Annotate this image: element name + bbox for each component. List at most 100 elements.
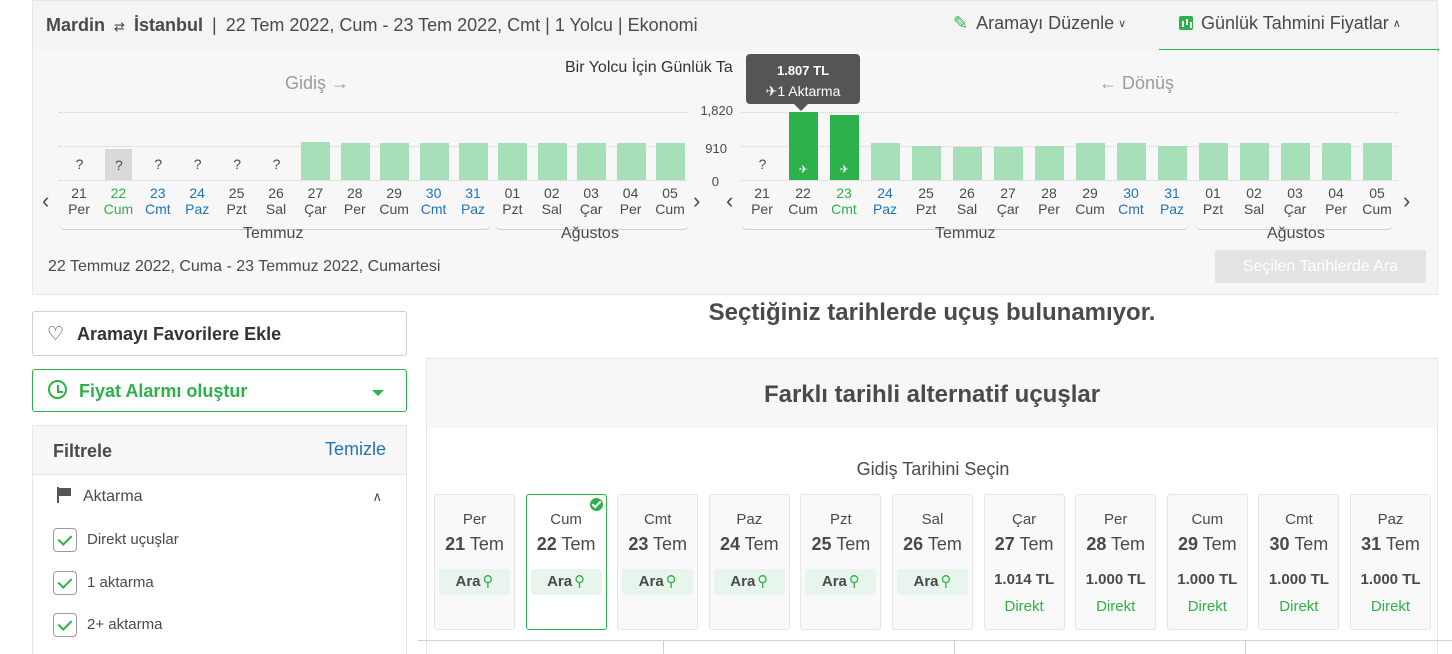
filter-two-plus-stops[interactable]: 2+ aktarma: [53, 613, 162, 637]
calendar-day[interactable]: 26 Sal: [947, 185, 987, 217]
calendar-day[interactable]: 30 Cmt: [414, 185, 454, 217]
calendar-day[interactable]: 23 Cmt: [138, 185, 178, 217]
calendar-day[interactable]: 29 Cum: [374, 185, 414, 217]
price-unknown-mark[interactable]: ?: [105, 149, 133, 180]
filter-one-stop[interactable]: 1 aktarma: [53, 571, 154, 595]
calendar-day[interactable]: 04 Per: [1316, 185, 1356, 217]
price-bar[interactable]: [616, 143, 646, 180]
price-bar[interactable]: [1158, 146, 1187, 180]
calendar-day[interactable]: 24 Paz: [177, 185, 217, 217]
price-bar[interactable]: [912, 146, 941, 180]
return-next-arrow[interactable]: ›: [1403, 188, 1411, 213]
card-search-button[interactable]: Ara ⚲: [713, 569, 785, 595]
calendar-day[interactable]: 26 Sal: [256, 185, 296, 217]
calendar-day[interactable]: 30 Cmt: [1111, 185, 1151, 217]
calendar-day[interactable]: 27 Çar: [295, 185, 335, 217]
calendar-day[interactable]: 22 Cum: [783, 185, 823, 217]
calendar-day[interactable]: 24 Paz: [865, 185, 905, 217]
calendar-day[interactable]: 22 Cum: [98, 185, 138, 217]
departure-date-card[interactable]: Cmt 30 Tem 1.000 TL Direkt: [1258, 494, 1340, 630]
price-unknown-mark[interactable]: ?: [75, 156, 84, 172]
calendar-day[interactable]: 21 Per: [59, 185, 99, 217]
calendar-day[interactable]: 29 Cum: [1070, 185, 1110, 217]
price-bar[interactable]: [1322, 143, 1351, 180]
calendar-day[interactable]: 28 Per: [1029, 185, 1069, 217]
checkbox-checked[interactable]: [53, 613, 77, 637]
calendar-day[interactable]: 27 Çar: [988, 185, 1028, 217]
price-bar[interactable]: ✈: [830, 115, 859, 180]
price-bar[interactable]: [419, 143, 449, 180]
price-bar[interactable]: [994, 147, 1023, 180]
calendar-day[interactable]: 31 Paz: [1152, 185, 1192, 217]
calendar-day[interactable]: 25 Pzt: [906, 185, 946, 217]
departure-date-card[interactable]: Çar 27 Tem 1.014 TL Direkt: [983, 494, 1065, 630]
price-bar[interactable]: ✈: [789, 112, 818, 180]
calendar-day[interactable]: 28 Per: [335, 185, 375, 217]
checkbox-checked[interactable]: [53, 571, 77, 595]
search-selected-dates-button[interactable]: Seçilen Tarihlerde Ara: [1215, 250, 1426, 283]
outbound-next-arrow[interactable]: ›: [693, 188, 701, 213]
edit-search-button[interactable]: ✎ Aramayı Düzenle ∨: [953, 13, 1126, 34]
price-bar[interactable]: [577, 143, 607, 180]
checkbox-checked[interactable]: [53, 528, 77, 552]
card-search-button[interactable]: Ara ⚲: [439, 569, 510, 595]
calendar-day[interactable]: 25 Pzt: [217, 185, 257, 217]
filter-direct-flights[interactable]: Direkt uçuşlar: [53, 528, 179, 552]
departure-date-card[interactable]: Per 28 Tem 1.000 TL Direkt: [1075, 494, 1157, 630]
calendar-day[interactable]: 23 Cmt: [824, 185, 864, 217]
departure-date-card[interactable]: Pzt 25 Tem Ara ⚲: [800, 494, 882, 630]
price-bar[interactable]: [1076, 143, 1105, 180]
calendar-day[interactable]: 02 Sal: [532, 185, 572, 217]
clear-filters-link[interactable]: Temizle: [324, 439, 386, 459]
price-unknown-mark[interactable]: ?: [193, 156, 202, 172]
departure-date-card[interactable]: Cmt 23 Tem Ara ⚲: [617, 494, 699, 630]
calendar-day[interactable]: 05 Cum: [1357, 185, 1397, 217]
calendar-day[interactable]: 21 Per: [742, 185, 782, 217]
add-to-favorites-button[interactable]: ♡ Aramayı Favorilere Ekle: [32, 311, 407, 356]
price-bar[interactable]: [656, 143, 685, 180]
price-bar[interactable]: [1240, 143, 1269, 180]
departure-date-card[interactable]: Cum 29 Tem 1.000 TL Direkt: [1166, 494, 1248, 630]
price-bar[interactable]: [380, 143, 410, 180]
price-unknown-mark[interactable]: ?: [154, 156, 163, 172]
price-bar[interactable]: [1199, 143, 1228, 180]
calendar-day[interactable]: 05 Cum: [650, 185, 690, 217]
price-bar[interactable]: [1281, 143, 1310, 180]
card-search-button[interactable]: Ara ⚲: [805, 569, 877, 595]
return-prev-arrow[interactable]: ‹: [726, 188, 734, 213]
calendar-day[interactable]: 04 Per: [611, 185, 651, 217]
calendar-day[interactable]: 01 Pzt: [1193, 185, 1233, 217]
card-direct-label: Direkt: [1370, 598, 1411, 615]
departure-date-card[interactable]: Cum 22 Tem Ara ⚲: [525, 494, 607, 630]
calendar-day[interactable]: 01 Pzt: [492, 185, 532, 217]
price-alarm-button[interactable]: Fiyat Alarmı oluştur: [32, 369, 407, 412]
outbound-prev-arrow[interactable]: ‹: [42, 188, 50, 213]
departure-date-card[interactable]: Paz 31 Tem 1.000 TL Direkt: [1350, 494, 1431, 630]
price-unknown-mark[interactable]: ?: [233, 156, 241, 172]
chevron-up-icon[interactable]: ∧: [372, 489, 382, 504]
price-bar[interactable]: [301, 142, 331, 180]
price-bar[interactable]: [1117, 143, 1146, 180]
calendar-day[interactable]: 31 Paz: [453, 185, 493, 217]
price-bar[interactable]: [953, 147, 982, 180]
calendar-day[interactable]: 03 Çar: [1275, 185, 1315, 217]
price-bar[interactable]: [1035, 146, 1064, 180]
price-bar[interactable]: [340, 143, 370, 180]
price-unknown-mark[interactable]: ?: [272, 156, 281, 172]
price-unknown-mark[interactable]: ?: [758, 156, 767, 172]
price-bar[interactable]: [459, 143, 488, 180]
price-bar[interactable]: [498, 143, 528, 180]
card-search-button[interactable]: Ara ⚲: [897, 569, 968, 595]
price-bar[interactable]: [1363, 143, 1392, 180]
departure-date-card[interactable]: Sal 26 Tem Ara ⚲: [892, 494, 973, 630]
card-search-button[interactable]: Ara ⚲: [622, 569, 694, 595]
transfer-filter-header[interactable]: Aktarma: [57, 487, 143, 506]
departure-date-card[interactable]: Paz 24 Tem Ara ⚲: [708, 494, 790, 630]
calendar-day[interactable]: 03 Çar: [571, 185, 611, 217]
card-search-button[interactable]: Ara ⚲: [530, 569, 602, 595]
price-bar[interactable]: [871, 143, 900, 180]
price-bar[interactable]: [537, 143, 567, 180]
departure-date-card[interactable]: Per 21 Tem Ara ⚲: [434, 494, 515, 630]
daily-prices-tab[interactable]: Günlük Tahmini Fiyatlar ∧: [1159, 1, 1439, 51]
calendar-day[interactable]: 02 Sal: [1234, 185, 1274, 217]
